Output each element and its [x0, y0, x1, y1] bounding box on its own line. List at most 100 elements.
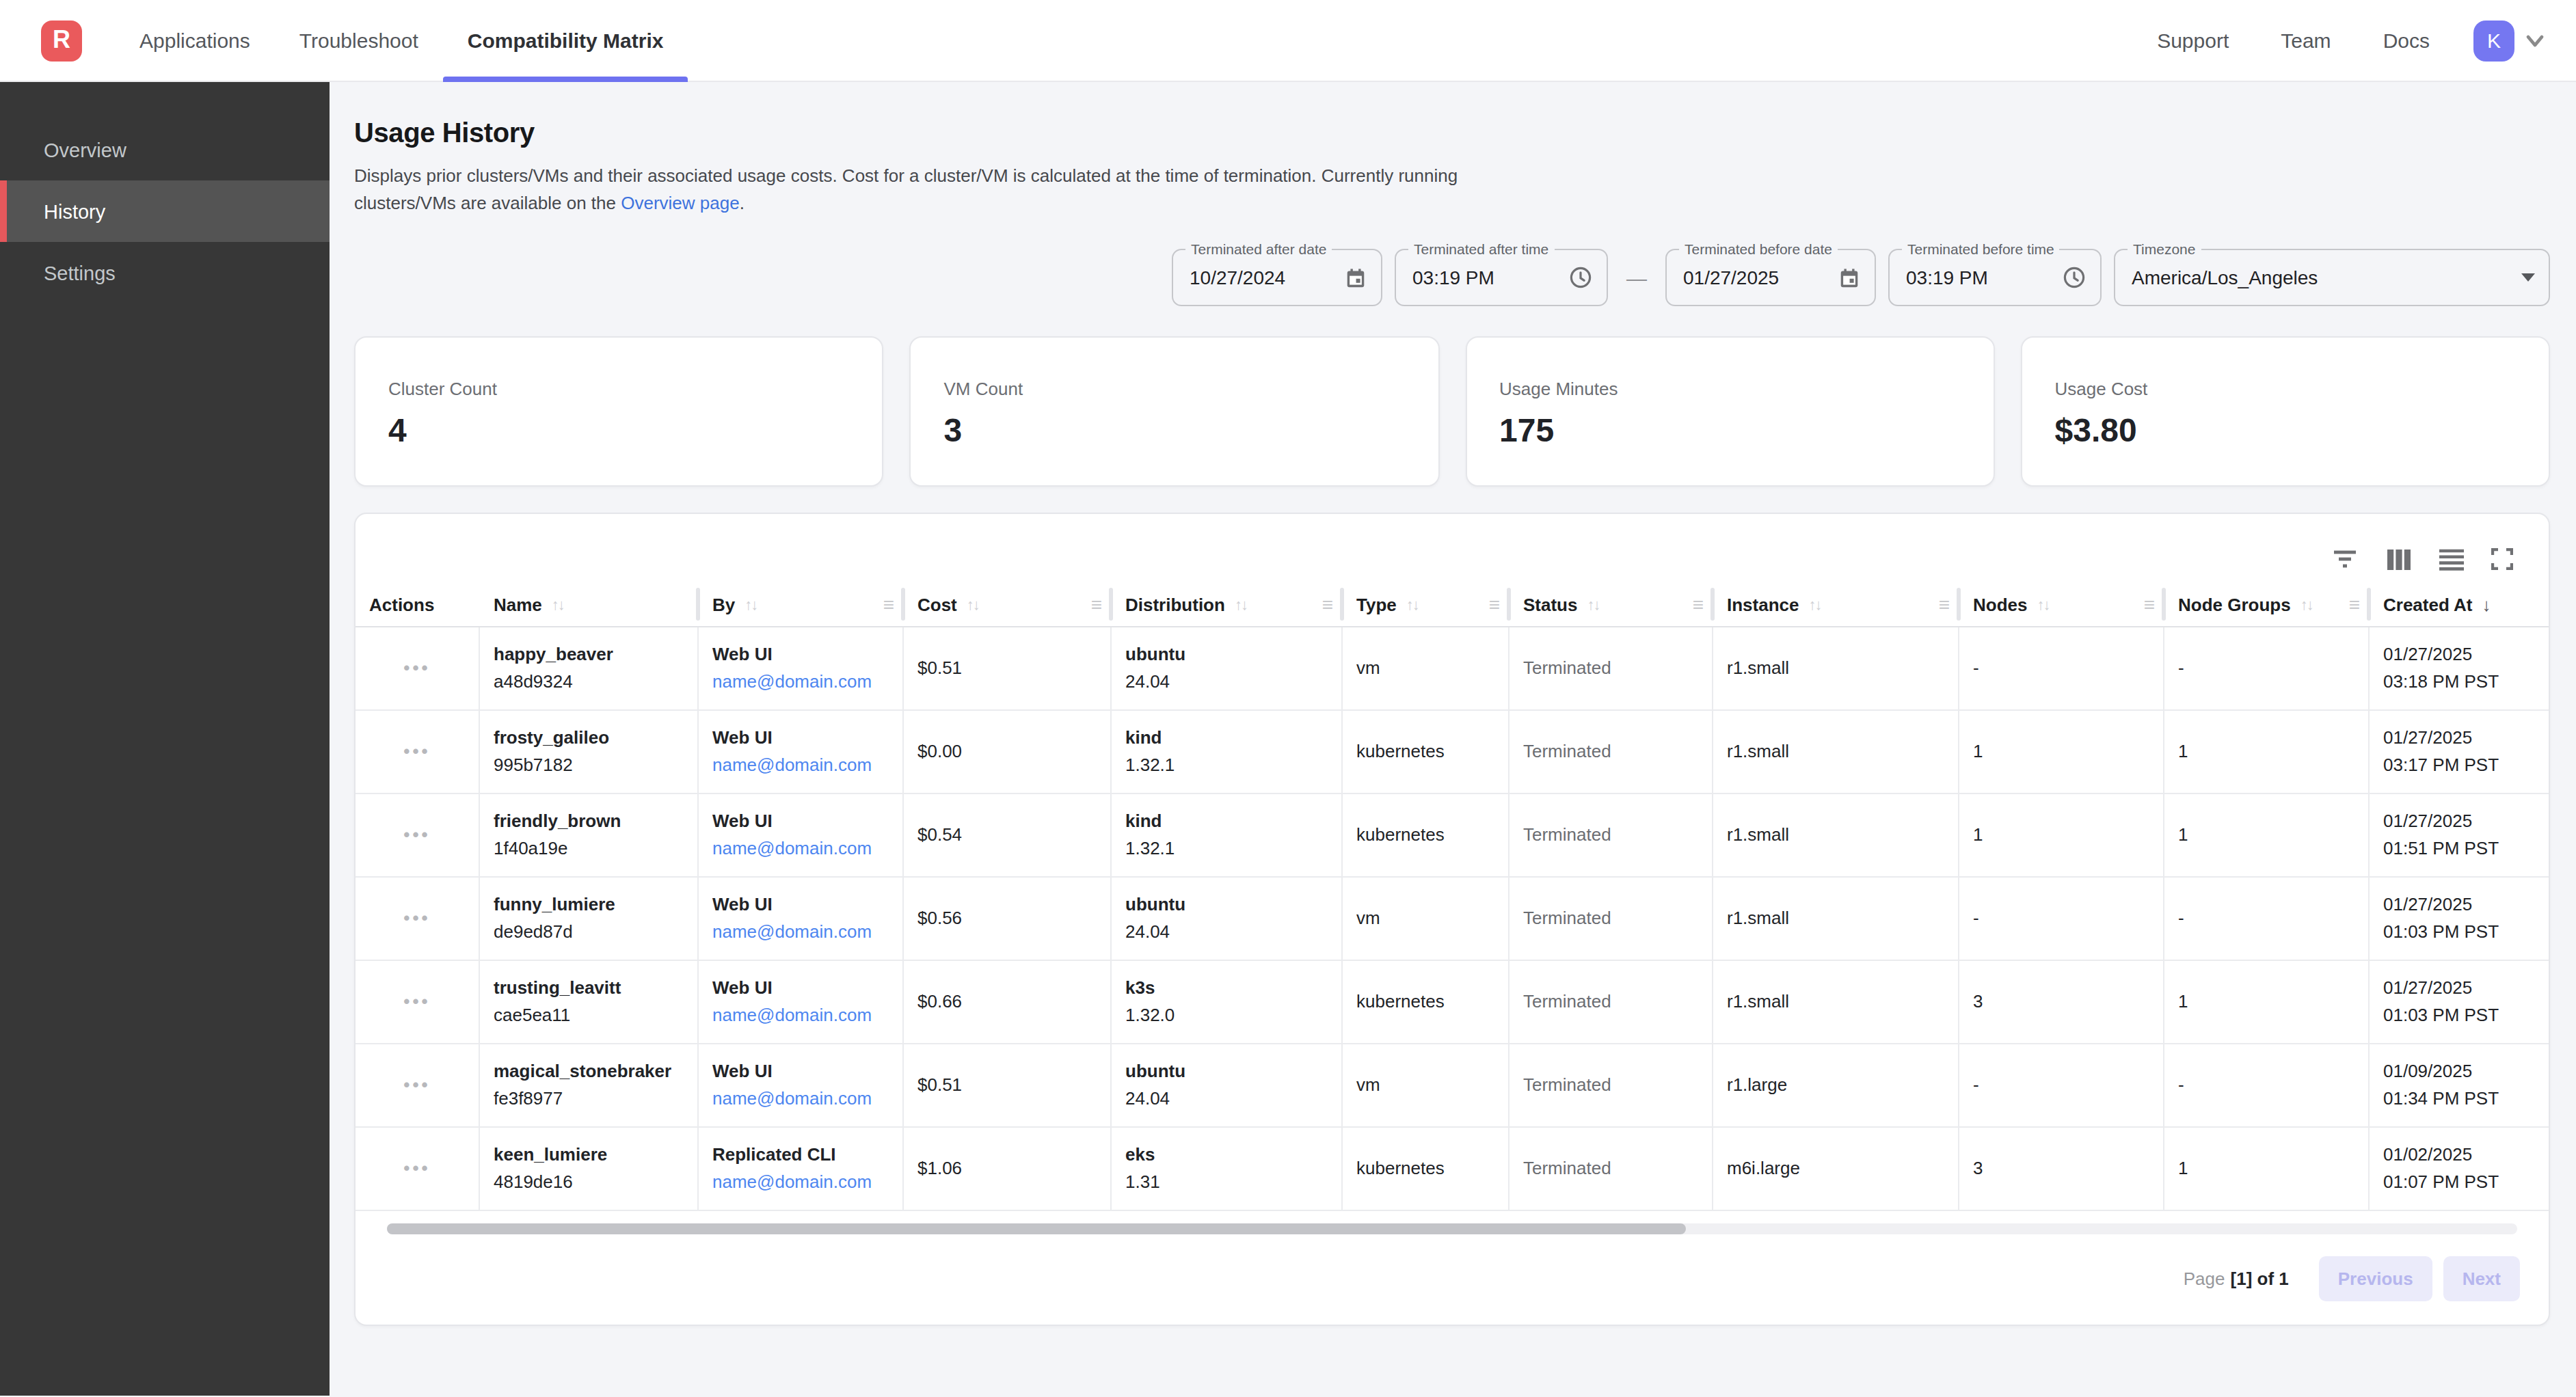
column-header-status[interactable]: Status↑↓≡: [1510, 582, 1713, 626]
column-menu-icon[interactable]: ≡: [1489, 593, 1500, 615]
cell-type: kubernetes: [1343, 711, 1510, 793]
row-actions-button[interactable]: •••: [403, 995, 430, 1009]
cell-status: Terminated: [1510, 711, 1713, 793]
column-header-cost[interactable]: Cost↑↓≡: [904, 582, 1112, 626]
row-actions-button[interactable]: •••: [403, 745, 430, 759]
column-header-instance[interactable]: Instance ↑↓ ≡: [1713, 582, 1959, 626]
column-header-nodes[interactable]: Nodes↑↓≡: [1959, 582, 2164, 626]
sidebar-item-settings[interactable]: Settings: [0, 242, 330, 303]
row-actions-button[interactable]: •••: [403, 1079, 430, 1092]
row-actions-button[interactable]: •••: [403, 828, 430, 842]
email-link[interactable]: name@domain.com: [712, 755, 902, 776]
dropdown-icon[interactable]: [2510, 273, 2535, 282]
sort-icon[interactable]: ↑↓: [2037, 596, 2049, 612]
column-label: Type: [1356, 594, 1397, 614]
sort-icon[interactable]: ↑↓: [1235, 596, 1247, 612]
column-header-type[interactable]: Type ↑↓ ≡: [1343, 582, 1510, 626]
calendar-icon[interactable]: [1333, 266, 1367, 289]
cell-node-groups: -: [2164, 878, 2370, 960]
filter-label: Terminated after time: [1408, 241, 1554, 257]
row-actions-button[interactable]: •••: [403, 912, 430, 925]
chevron-down-icon[interactable]: [2524, 32, 2546, 49]
cost-value: $0.56: [917, 908, 1110, 930]
calendar-icon[interactable]: [1827, 266, 1861, 289]
column-header-name[interactable]: Name↑↓: [480, 582, 699, 626]
horizontal-scrollbar-thumb[interactable]: [387, 1223, 1686, 1234]
main-content: Usage History Displays prior clusters/VM…: [330, 82, 2576, 1396]
cell-actions: •••: [355, 1044, 480, 1126]
email-link[interactable]: name@domain.com: [712, 838, 902, 860]
created-date: 01/02/2025: [2383, 1144, 2549, 1166]
previous-page-button[interactable]: Previous: [2319, 1256, 2432, 1301]
email-link[interactable]: name@domain.com: [712, 921, 902, 943]
column-header-created_at[interactable]: Created At↓: [2370, 582, 2549, 626]
cell-type: kubernetes: [1343, 1128, 1510, 1210]
filter-terminated-before-time[interactable]: Terminated before time03:19 PM: [1888, 249, 2102, 306]
cell-cost: $0.54: [904, 794, 1112, 876]
sort-icon[interactable]: ↑↓: [1809, 596, 1821, 612]
clock-icon[interactable]: [2051, 265, 2087, 290]
sort-icon[interactable]: ↑↓: [744, 596, 757, 612]
column-menu-icon[interactable]: ≡: [883, 593, 894, 615]
email-link[interactable]: name@domain.com: [712, 1005, 902, 1027]
tab-troubleshoot[interactable]: Troubleshoot: [275, 0, 443, 81]
user-avatar[interactable]: K: [2473, 20, 2514, 61]
sort-icon[interactable]: ↑↓: [2300, 596, 2313, 612]
row-actions-button[interactable]: •••: [403, 662, 430, 675]
filter-value: 03:19 PM: [1412, 267, 1494, 288]
column-menu-icon[interactable]: ≡: [1939, 593, 1950, 615]
row-actions-button[interactable]: •••: [403, 1162, 430, 1176]
cell-by: Replicated CLIname@domain.com: [699, 1128, 904, 1210]
column-menu-icon[interactable]: ≡: [2349, 593, 2360, 615]
filter-icon[interactable]: [2329, 545, 2361, 573]
filter-value: America/Los_Angeles: [2132, 267, 2318, 288]
account-menu[interactable]: K: [2473, 20, 2546, 61]
overview-page-link[interactable]: Overview page: [621, 193, 739, 213]
sort-icon[interactable]: ↑↓: [1406, 596, 1419, 612]
next-page-button[interactable]: Next: [2443, 1256, 2520, 1301]
email-link[interactable]: name@domain.com: [712, 671, 902, 693]
page-title: Usage History: [354, 118, 2550, 149]
cell-instance: r1.small: [1713, 794, 1959, 876]
columns-icon[interactable]: [2383, 545, 2415, 573]
tab-compatibility-matrix[interactable]: Compatibility Matrix: [443, 0, 688, 81]
filter-terminated-before-date[interactable]: Terminated before date01/27/2025: [1665, 249, 1876, 306]
sort-icon[interactable]: ↑↓: [967, 596, 979, 612]
stat-label: Usage Cost: [2055, 379, 2549, 399]
sort-icon[interactable]: ↑↓: [1587, 596, 1599, 612]
nav-link-docs[interactable]: Docs: [2383, 29, 2430, 52]
density-icon[interactable]: [2437, 545, 2467, 573]
sort-icon[interactable]: ↑↓: [552, 596, 564, 612]
email-link[interactable]: name@domain.com: [712, 1171, 902, 1193]
filter-terminated-after-time[interactable]: Terminated after time03:19 PM: [1395, 249, 1608, 306]
stat-label: Usage Minutes: [1499, 379, 1994, 399]
filter-label: Timezone: [2128, 241, 2201, 257]
replicated-logo[interactable]: R: [41, 20, 82, 61]
node-groups-value: 1: [2178, 824, 2368, 846]
sidebar-item-history[interactable]: History: [0, 180, 330, 242]
filter-timezone[interactable]: TimezoneAmerica/Los_Angeles: [2114, 249, 2550, 306]
distribution-name: ubuntu: [1125, 1061, 1341, 1083]
column-header-distribution[interactable]: Distribution↑↓≡: [1112, 582, 1343, 626]
clock-icon[interactable]: [1557, 265, 1593, 290]
nav-link-team[interactable]: Team: [2281, 29, 2331, 52]
column-menu-icon[interactable]: ≡: [1693, 593, 1704, 615]
cell-node-groups: -: [2164, 1044, 2370, 1126]
column-menu-icon[interactable]: ≡: [1322, 593, 1333, 615]
column-menu-icon[interactable]: ≡: [1091, 593, 1102, 615]
tab-applications[interactable]: Applications: [115, 0, 275, 81]
horizontal-scrollbar-track: [387, 1223, 2517, 1234]
filter-terminated-after-date[interactable]: Terminated after date10/27/2024: [1172, 249, 1382, 306]
table-row: •••friendly_brown1f40a19eWeb UIname@doma…: [355, 794, 2549, 878]
column-header-by[interactable]: By↑↓≡: [699, 582, 904, 626]
sidebar-item-overview[interactable]: Overview: [0, 119, 330, 180]
status-value: Terminated: [1523, 741, 1712, 763]
fullscreen-icon[interactable]: [2488, 545, 2516, 573]
column-label: Instance: [1727, 594, 1799, 614]
column-header-node_groups[interactable]: Node Groups↑↓≡: [2164, 582, 2370, 626]
email-link[interactable]: name@domain.com: [712, 1088, 902, 1110]
created-time: 01:51 PM PST: [2383, 838, 2549, 860]
nav-link-support[interactable]: Support: [2157, 29, 2229, 52]
sort-desc-icon[interactable]: ↓: [2482, 594, 2491, 614]
column-menu-icon[interactable]: ≡: [2144, 593, 2155, 615]
